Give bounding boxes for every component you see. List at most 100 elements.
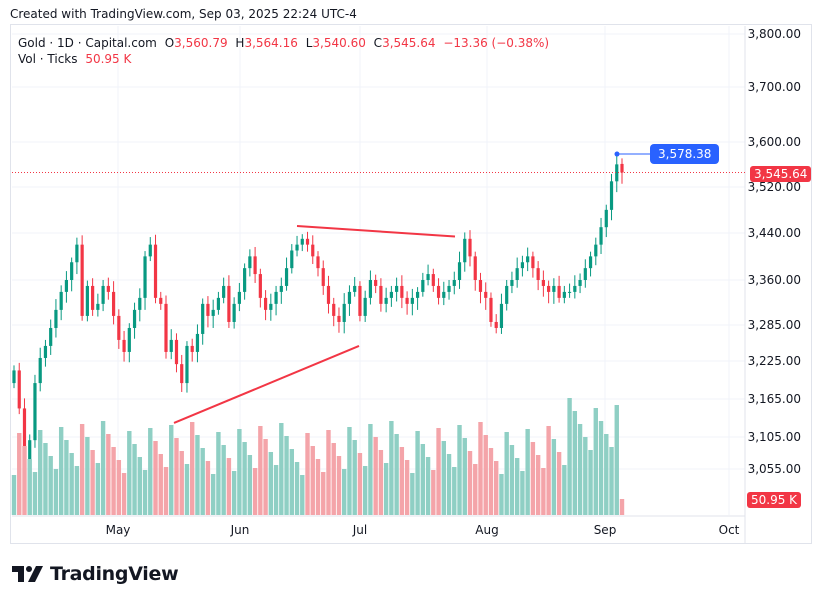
volume-bar bbox=[210, 474, 216, 515]
symbol-label[interactable]: Gold · 1D · Capital.com bbox=[18, 36, 157, 50]
volume-bar bbox=[530, 442, 536, 515]
marker-point bbox=[614, 151, 620, 157]
candle-body bbox=[311, 244, 315, 257]
candle-body bbox=[609, 181, 614, 210]
candle-body bbox=[567, 291, 572, 293]
volume-bar bbox=[431, 470, 436, 515]
candle-body bbox=[457, 262, 462, 280]
candle-body bbox=[269, 303, 273, 310]
candle-body bbox=[216, 297, 221, 310]
volume-value: 50.95 K bbox=[85, 52, 132, 66]
volume-bar bbox=[90, 450, 95, 515]
volume-bar bbox=[106, 434, 111, 515]
candle-body bbox=[463, 238, 467, 263]
candle-body bbox=[101, 285, 105, 304]
trendline-resistance bbox=[296, 225, 456, 238]
candle-body bbox=[405, 297, 409, 304]
volume-bar bbox=[153, 441, 158, 515]
candle-body bbox=[300, 238, 304, 245]
volume-bar bbox=[169, 425, 174, 515]
volume-bar bbox=[310, 446, 315, 515]
candle-body bbox=[494, 321, 498, 328]
candle-body bbox=[38, 357, 42, 384]
volume-bar bbox=[462, 438, 467, 515]
volume-bar bbox=[174, 438, 179, 515]
candle-body bbox=[232, 303, 236, 322]
candle-body bbox=[421, 280, 425, 292]
volume-bar bbox=[604, 434, 609, 515]
volume-bar bbox=[132, 444, 137, 515]
legend-volume-row: Vol · Ticks 50.95 K bbox=[18, 51, 549, 67]
candle-body bbox=[59, 291, 63, 310]
y-axis-tick-label: 3,360.00 bbox=[748, 273, 801, 287]
volume-bar bbox=[473, 464, 478, 515]
x-axis-tick-label: Sep bbox=[594, 523, 617, 537]
marker-price-tag: 3,578.38 bbox=[650, 144, 720, 164]
candle-body bbox=[326, 285, 331, 304]
candle-body bbox=[620, 163, 624, 173]
volume-bar bbox=[22, 446, 27, 515]
candle-body bbox=[12, 370, 16, 384]
chart-credit: Created with TradingView.com, Sep 03, 20… bbox=[10, 7, 357, 21]
volume-bar bbox=[300, 475, 305, 515]
candle-body bbox=[452, 280, 456, 286]
volume-bar bbox=[478, 422, 483, 515]
x-axis-tick-label: Oct bbox=[719, 523, 740, 537]
candle-body bbox=[132, 309, 137, 328]
volume-bar bbox=[216, 432, 221, 515]
close-value: 3,545.64 bbox=[382, 36, 436, 50]
volume-bar bbox=[441, 441, 446, 515]
volume-bar bbox=[85, 437, 90, 515]
candle-body bbox=[531, 256, 535, 269]
volume-bar bbox=[252, 468, 258, 515]
y-axis-tick-label: 3,285.00 bbox=[748, 318, 801, 332]
high-label: H bbox=[235, 36, 245, 50]
volume-bar bbox=[619, 499, 625, 515]
volume-bar bbox=[609, 447, 614, 515]
low-value: 3,540.60 bbox=[312, 36, 366, 50]
change-value: −13.36 (−0.38%) bbox=[443, 36, 550, 50]
volume-bar bbox=[509, 445, 515, 515]
volume-bar bbox=[148, 428, 153, 515]
volume-bar bbox=[38, 430, 43, 515]
candle-body bbox=[510, 280, 514, 286]
volume-bar bbox=[546, 426, 551, 515]
volume-bar bbox=[221, 445, 226, 515]
volume-bar bbox=[116, 460, 122, 515]
volume-bar bbox=[525, 429, 530, 515]
candle-body bbox=[363, 297, 367, 316]
legend-main-row: Gold · 1D · Capital.com O3,560.79 H3,564… bbox=[18, 35, 549, 51]
volume-bar bbox=[588, 450, 593, 515]
volume-bar bbox=[394, 434, 399, 515]
candle-body bbox=[258, 274, 262, 298]
volume-bar bbox=[373, 437, 378, 515]
volume-bar bbox=[577, 424, 583, 515]
candle-body bbox=[447, 285, 451, 292]
candle-body bbox=[274, 291, 278, 304]
volume-label[interactable]: Vol · Ticks bbox=[18, 52, 78, 66]
volume-bar bbox=[368, 424, 373, 515]
candle-body bbox=[64, 280, 69, 292]
volume-bar bbox=[100, 421, 106, 515]
candle-body bbox=[410, 297, 414, 304]
volume-bar bbox=[137, 457, 142, 515]
volume-bar bbox=[127, 431, 132, 515]
candle-body bbox=[174, 339, 179, 365]
tradingview-logo[interactable]: TradingView bbox=[12, 563, 179, 585]
volume-bar bbox=[237, 429, 242, 515]
candle-body bbox=[284, 268, 289, 286]
volume-bar bbox=[273, 465, 279, 515]
volume-bar bbox=[378, 450, 384, 515]
volume-bar bbox=[142, 470, 148, 515]
volume-bar bbox=[58, 427, 64, 515]
candle-body bbox=[368, 280, 373, 298]
candle-body bbox=[379, 285, 383, 304]
x-axis-tick-label: Jun bbox=[230, 523, 250, 537]
candle-body bbox=[75, 244, 79, 263]
last-price-tag: 3,545.64 bbox=[750, 166, 812, 182]
candle-body bbox=[478, 280, 483, 292]
candle-body bbox=[248, 256, 252, 269]
candle-body bbox=[583, 268, 587, 280]
candle-body bbox=[526, 256, 530, 263]
